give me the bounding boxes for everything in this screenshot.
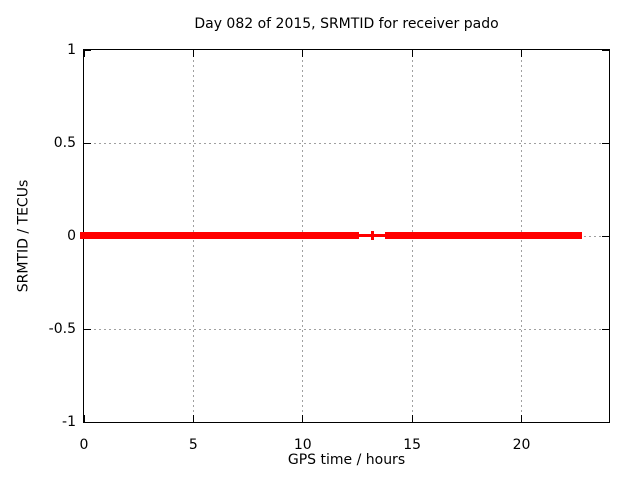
x-tick-mark	[83, 415, 85, 422]
chart-title: Day 082 of 2015, SRMTID for receiver pad…	[194, 16, 499, 32]
x-tick-label: 0	[79, 437, 89, 453]
y-tick-mark	[602, 328, 609, 330]
y-tick-mark	[602, 421, 609, 423]
x-tick-mark	[411, 50, 413, 57]
x-tick-mark	[302, 50, 304, 57]
y-tick-mark	[84, 421, 91, 423]
x-tick-label: 5	[188, 437, 198, 453]
x-tick-mark	[83, 50, 85, 57]
y-gridline	[84, 142, 609, 144]
x-tick-label: 15	[403, 437, 422, 453]
x-tick-mark	[192, 415, 194, 422]
y-tick-mark	[602, 142, 609, 144]
y-tick-mark	[602, 49, 609, 51]
x-tick-mark	[411, 415, 413, 422]
x-axis-label: GPS time / hours	[287, 452, 406, 468]
x-tick-mark	[192, 50, 194, 57]
y-tick-mark	[602, 235, 609, 237]
data-band	[80, 232, 360, 239]
y-tick-mark	[84, 328, 91, 330]
y-tick-mark	[84, 49, 91, 51]
y-gridline	[84, 328, 609, 330]
x-tick-mark	[521, 415, 522, 422]
x-tick-label: 20	[512, 437, 531, 453]
data-point-hstroke	[357, 234, 368, 237]
y-tick-label: -0.5	[48, 321, 76, 337]
x-tick-mark	[521, 50, 522, 57]
y-tick-label: 0.5	[53, 135, 76, 151]
y-tick-label: 0	[67, 228, 76, 244]
data-band	[385, 232, 583, 239]
y-tick-label: 1	[67, 42, 76, 58]
data-point-vstroke	[371, 231, 375, 240]
data-point-hstroke	[377, 234, 388, 237]
x-tick-label: 10	[293, 437, 312, 453]
y-tick-mark	[84, 142, 91, 144]
x-tick-mark	[302, 415, 304, 422]
y-tick-label: -1	[62, 414, 76, 430]
plot-area	[80, 49, 610, 423]
